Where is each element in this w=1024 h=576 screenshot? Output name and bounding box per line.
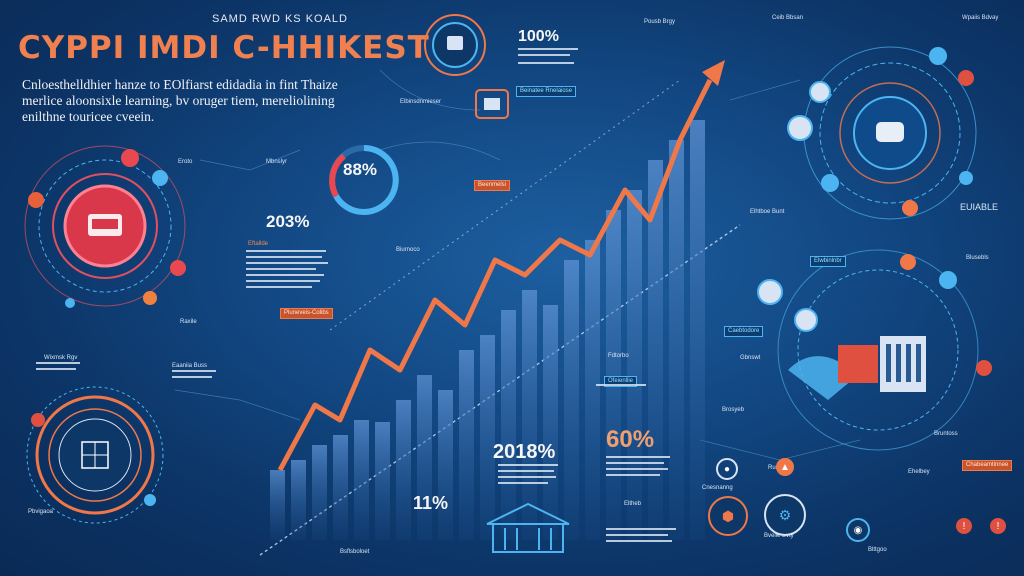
chart-bar (333, 435, 348, 540)
stat-203: 203% (266, 212, 310, 231)
chart-bar (354, 420, 369, 540)
chart-bar (669, 140, 684, 540)
chart-bars (270, 120, 705, 540)
chart-bar (543, 305, 558, 540)
label: Biurnoco (396, 247, 420, 253)
chart-bar (627, 190, 642, 540)
label: Eltheb (624, 501, 642, 507)
tag: Beenmelsi (474, 180, 511, 191)
label: Pbvigaoa (28, 509, 54, 515)
chart-bar (690, 120, 705, 540)
label: Eaaniia Buss (172, 363, 208, 369)
donut-88 (329, 145, 399, 215)
chart-bar (312, 445, 327, 540)
globe-icon: ◉ (846, 518, 870, 542)
label: Blusebls (966, 255, 989, 261)
label-brand: EUIABLE (960, 202, 999, 212)
badge-icon: ⬢ (708, 496, 748, 536)
label: Bruntoss (934, 431, 958, 437)
chart-bar (438, 390, 453, 540)
label: Wpaiis Bdvay (962, 15, 999, 21)
chart-bar (648, 160, 663, 540)
label: Fdtorbo (608, 353, 629, 359)
tag: Elwbinlnbr (810, 256, 846, 267)
trend-arrowhead (702, 60, 725, 86)
tag: Beinatee Rnelaiose (516, 86, 577, 97)
chart-bar (480, 335, 495, 540)
label: Eroto (178, 159, 193, 165)
gear-icon: ⚙ (778, 506, 792, 523)
top-target-widget (424, 14, 486, 76)
label: Ehelbey (908, 469, 930, 475)
chart-bar (564, 260, 579, 540)
label: Bveiie Bvty (764, 533, 794, 539)
chart-bar (585, 240, 600, 540)
label: Elbinsdnmieser (400, 99, 442, 105)
stat-11: 11% (413, 493, 449, 513)
label: Pousb Brgy (644, 19, 676, 25)
chart-bar (270, 470, 285, 540)
chart-bar (291, 460, 306, 540)
growth-trend-line (277, 78, 713, 472)
label: Mbnslyr (266, 159, 288, 165)
header-subtitle: SAMD RWD KS KOALD (212, 13, 348, 25)
badge-icon: ⚙ (764, 494, 806, 536)
chart-bar (396, 400, 411, 540)
chart-icon: ▲ (776, 458, 794, 476)
label: Wixmsk Rgv (44, 355, 78, 361)
alert-icon: ! (990, 518, 1006, 534)
stat-88: 88% (343, 160, 378, 179)
label: Cnesnanng (702, 485, 733, 491)
label: Rueb (768, 464, 782, 472)
label: Eftallde (248, 241, 269, 247)
tag: Caebtodore (724, 326, 764, 337)
stat-60: 60% (606, 426, 655, 453)
building-icon (486, 502, 570, 553)
intro-text: Cnloesthelldhier hanze to EOlfiarst edid… (22, 77, 338, 124)
label: Brosyeb (722, 407, 745, 413)
chart-bar (417, 375, 432, 540)
page-title: CYPPI IMDI C-HHIKEST (18, 30, 430, 66)
right-top-radial-widget (787, 46, 977, 220)
chart-bar (375, 422, 390, 540)
tag: Pluneveis-Colibs (280, 308, 333, 319)
tag: Chabeamtinnee (962, 460, 1013, 471)
left-top-radial-widget (24, 145, 186, 308)
label: Bsflsboloet (340, 549, 370, 555)
stat-2018: 2018% (493, 441, 556, 463)
monitor-icon (475, 89, 509, 119)
right-middle-radial-widget (757, 249, 992, 451)
label: Ceib Bbsan (772, 15, 804, 21)
tag: Ofeienllie (604, 376, 638, 387)
user-icon: ● (716, 458, 738, 480)
label: Elhtboe Bunt (750, 209, 785, 215)
growth-chart (270, 60, 725, 540)
label: Raxile (180, 319, 197, 325)
label: Gbnswt (740, 355, 761, 361)
label: Blttgoo (868, 547, 887, 553)
alert-icon: ! (956, 518, 972, 534)
shield-icon: ⬢ (721, 507, 735, 524)
chart-bar (459, 350, 474, 540)
left-bottom-radial-widget (26, 386, 164, 524)
stat-100: 100% (518, 28, 559, 45)
